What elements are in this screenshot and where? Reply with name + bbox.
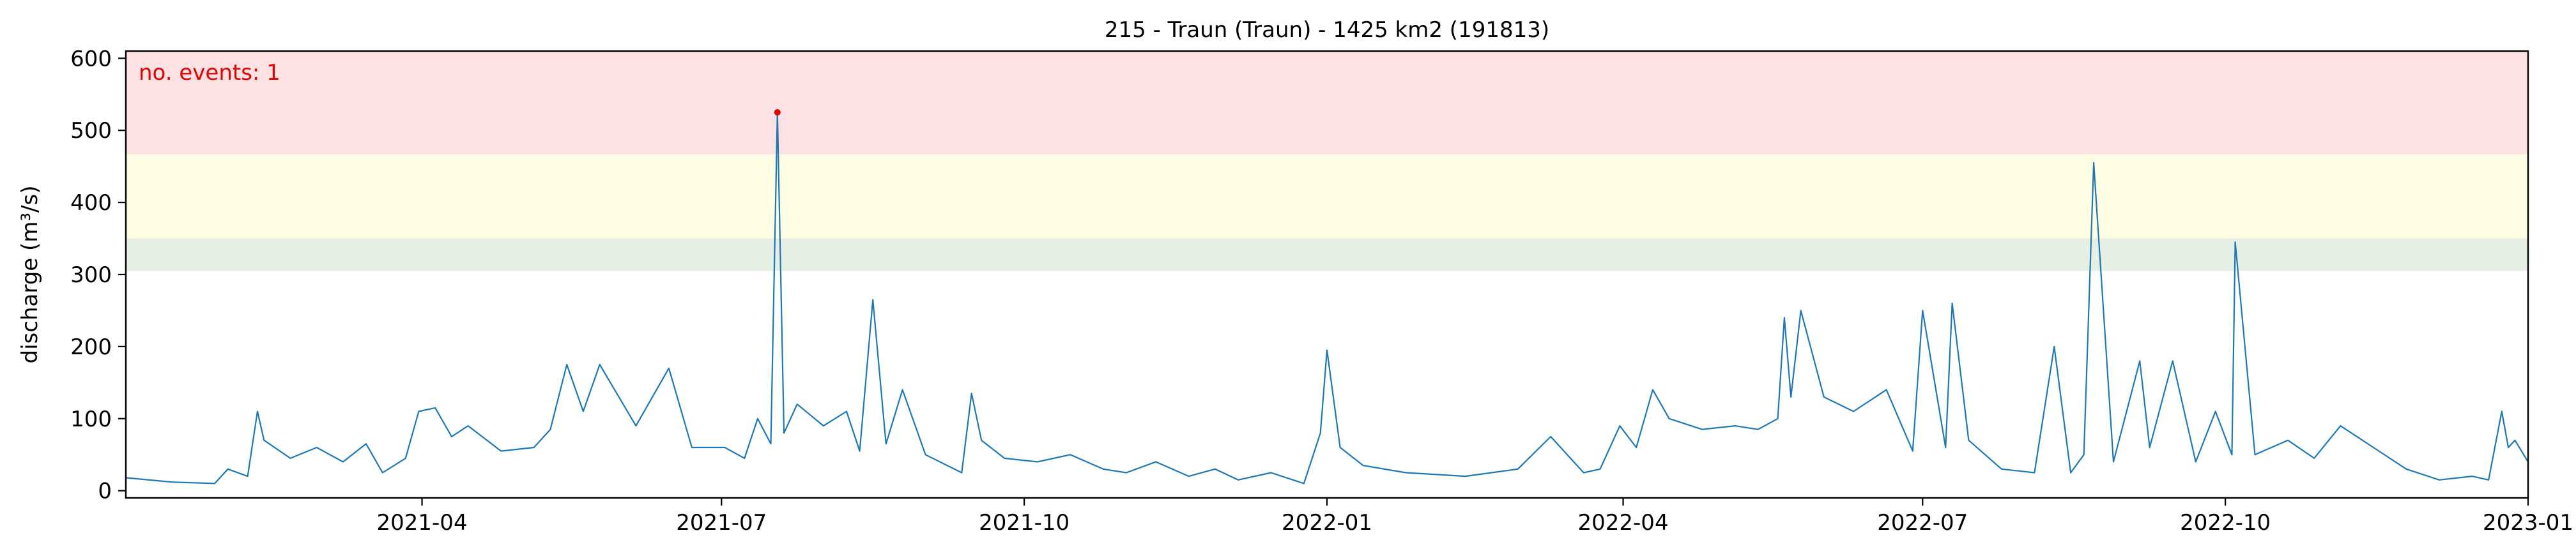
y-tick-label: 200: [70, 334, 112, 360]
discharge-line: [125, 111, 2529, 485]
x-tick-label: 2022-04: [1578, 510, 1669, 536]
x-axis-ticks: 2021-04 2021-07 2021-10 2022-01 2022-04 2022-…: [377, 498, 2573, 536]
x-tick-label: 2021-10: [979, 510, 1070, 536]
x-tick-label: 2022-01: [1282, 510, 1372, 536]
x-tick-label: 2021-04: [377, 510, 468, 536]
y-tick-label: 400: [70, 190, 112, 216]
y-tick-label: 300: [70, 262, 112, 288]
events-annotation: no. events: 1: [139, 60, 280, 86]
plot-frame: [125, 50, 2529, 499]
x-tick-label: 2023-01: [2483, 510, 2573, 536]
threshold-band-1: [126, 238, 2528, 271]
y-tick-label: 600: [70, 46, 112, 71]
threshold-bands: [126, 51, 2528, 271]
threshold-band-3: [126, 51, 2528, 154]
y-tick-label: 500: [70, 118, 112, 144]
chart-title: 215 - Traun (Traun) - 1425 km2 (191813): [1105, 17, 1549, 43]
event-marker: [774, 109, 781, 116]
threshold-band-2: [126, 154, 2528, 239]
x-tick-label: 2022-10: [2180, 510, 2271, 536]
x-tick-label: 2021-07: [676, 510, 767, 536]
y-tick-label: 0: [98, 479, 112, 504]
y-axis-ticks: 0 100 200 300 400 500 600: [70, 46, 126, 504]
event-markers: [774, 109, 781, 116]
x-tick-label: 2022-07: [1877, 510, 1968, 536]
y-tick-label: 100: [70, 407, 112, 432]
y-axis-label: discharge (m³/s): [17, 186, 43, 364]
